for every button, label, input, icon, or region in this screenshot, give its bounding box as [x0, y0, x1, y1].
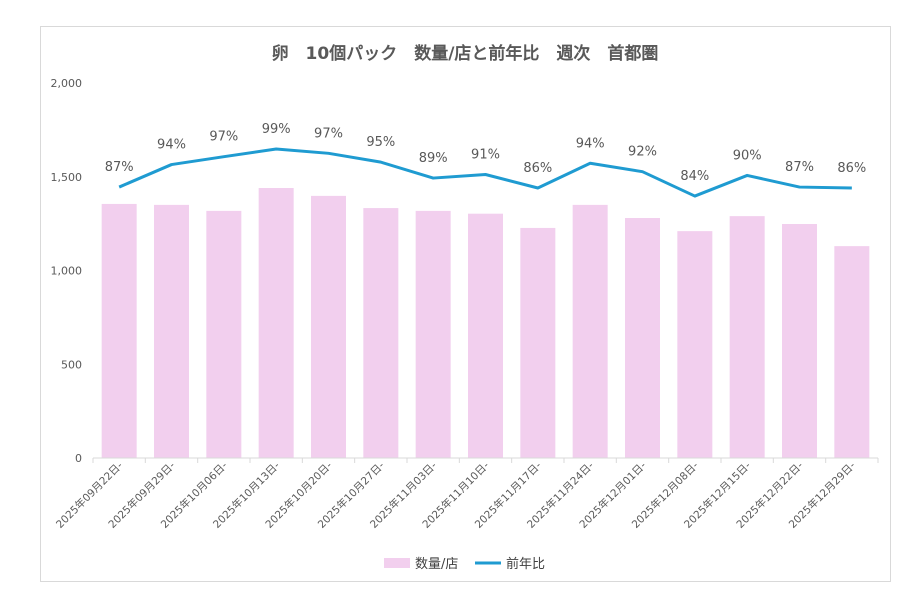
legend-line-label: 前年比 — [506, 556, 545, 572]
data-label: 92% — [628, 145, 657, 160]
bar — [415, 210, 451, 458]
bar — [572, 204, 608, 458]
legend-bar-label: 数量/店 — [415, 557, 458, 572]
data-label: 90% — [733, 148, 762, 163]
y-axis: 0 500 1,000 1,500 2,000 — [51, 77, 83, 465]
y-tick-label: 500 — [61, 358, 82, 371]
bar — [729, 216, 765, 458]
data-label: 87% — [105, 160, 134, 175]
bar — [258, 188, 294, 458]
data-label: 84% — [680, 169, 709, 184]
y-tick-label: 0 — [75, 452, 82, 465]
bar-series — [101, 188, 870, 458]
bar — [625, 218, 660, 458]
bar — [101, 203, 137, 458]
data-label: 86% — [837, 161, 866, 176]
data-label: 87% — [785, 160, 814, 175]
data-label: 89% — [419, 151, 448, 166]
bar — [154, 204, 189, 458]
y-tick-label: 2,000 — [51, 77, 83, 90]
bar — [468, 213, 503, 458]
data-label: 94% — [576, 136, 605, 151]
y-tick-label: 1,500 — [51, 171, 83, 184]
bar — [311, 195, 346, 458]
bar — [834, 246, 870, 458]
data-label: 94% — [157, 138, 186, 153]
data-label: 99% — [262, 122, 291, 137]
bar — [206, 210, 242, 458]
data-label: 95% — [366, 135, 395, 150]
bar — [520, 227, 556, 458]
bar — [677, 231, 713, 458]
data-label: 97% — [209, 130, 238, 145]
line-path — [118, 147, 852, 198]
chart-title: 卵 10個パック 数量/店と前年比 週次 首都圏 — [272, 43, 659, 64]
data-label: 97% — [314, 126, 343, 141]
line-series: 87% 94% 97% 99% 97% 95% 89% 91% 86% 94% 92% 84% 90% 8… — [105, 122, 866, 198]
legend-bar-swatch — [384, 558, 410, 568]
x-axis: 2025年09月22日-2025年09月29日-2025年10月06日-2025… — [53, 458, 879, 531]
bar — [782, 224, 817, 458]
y-tick-label: 1,000 — [51, 265, 83, 278]
bar — [363, 208, 399, 458]
data-label: 86% — [523, 161, 552, 176]
data-label: 91% — [471, 148, 500, 163]
legend: 数量/店 前年比 — [384, 556, 545, 572]
